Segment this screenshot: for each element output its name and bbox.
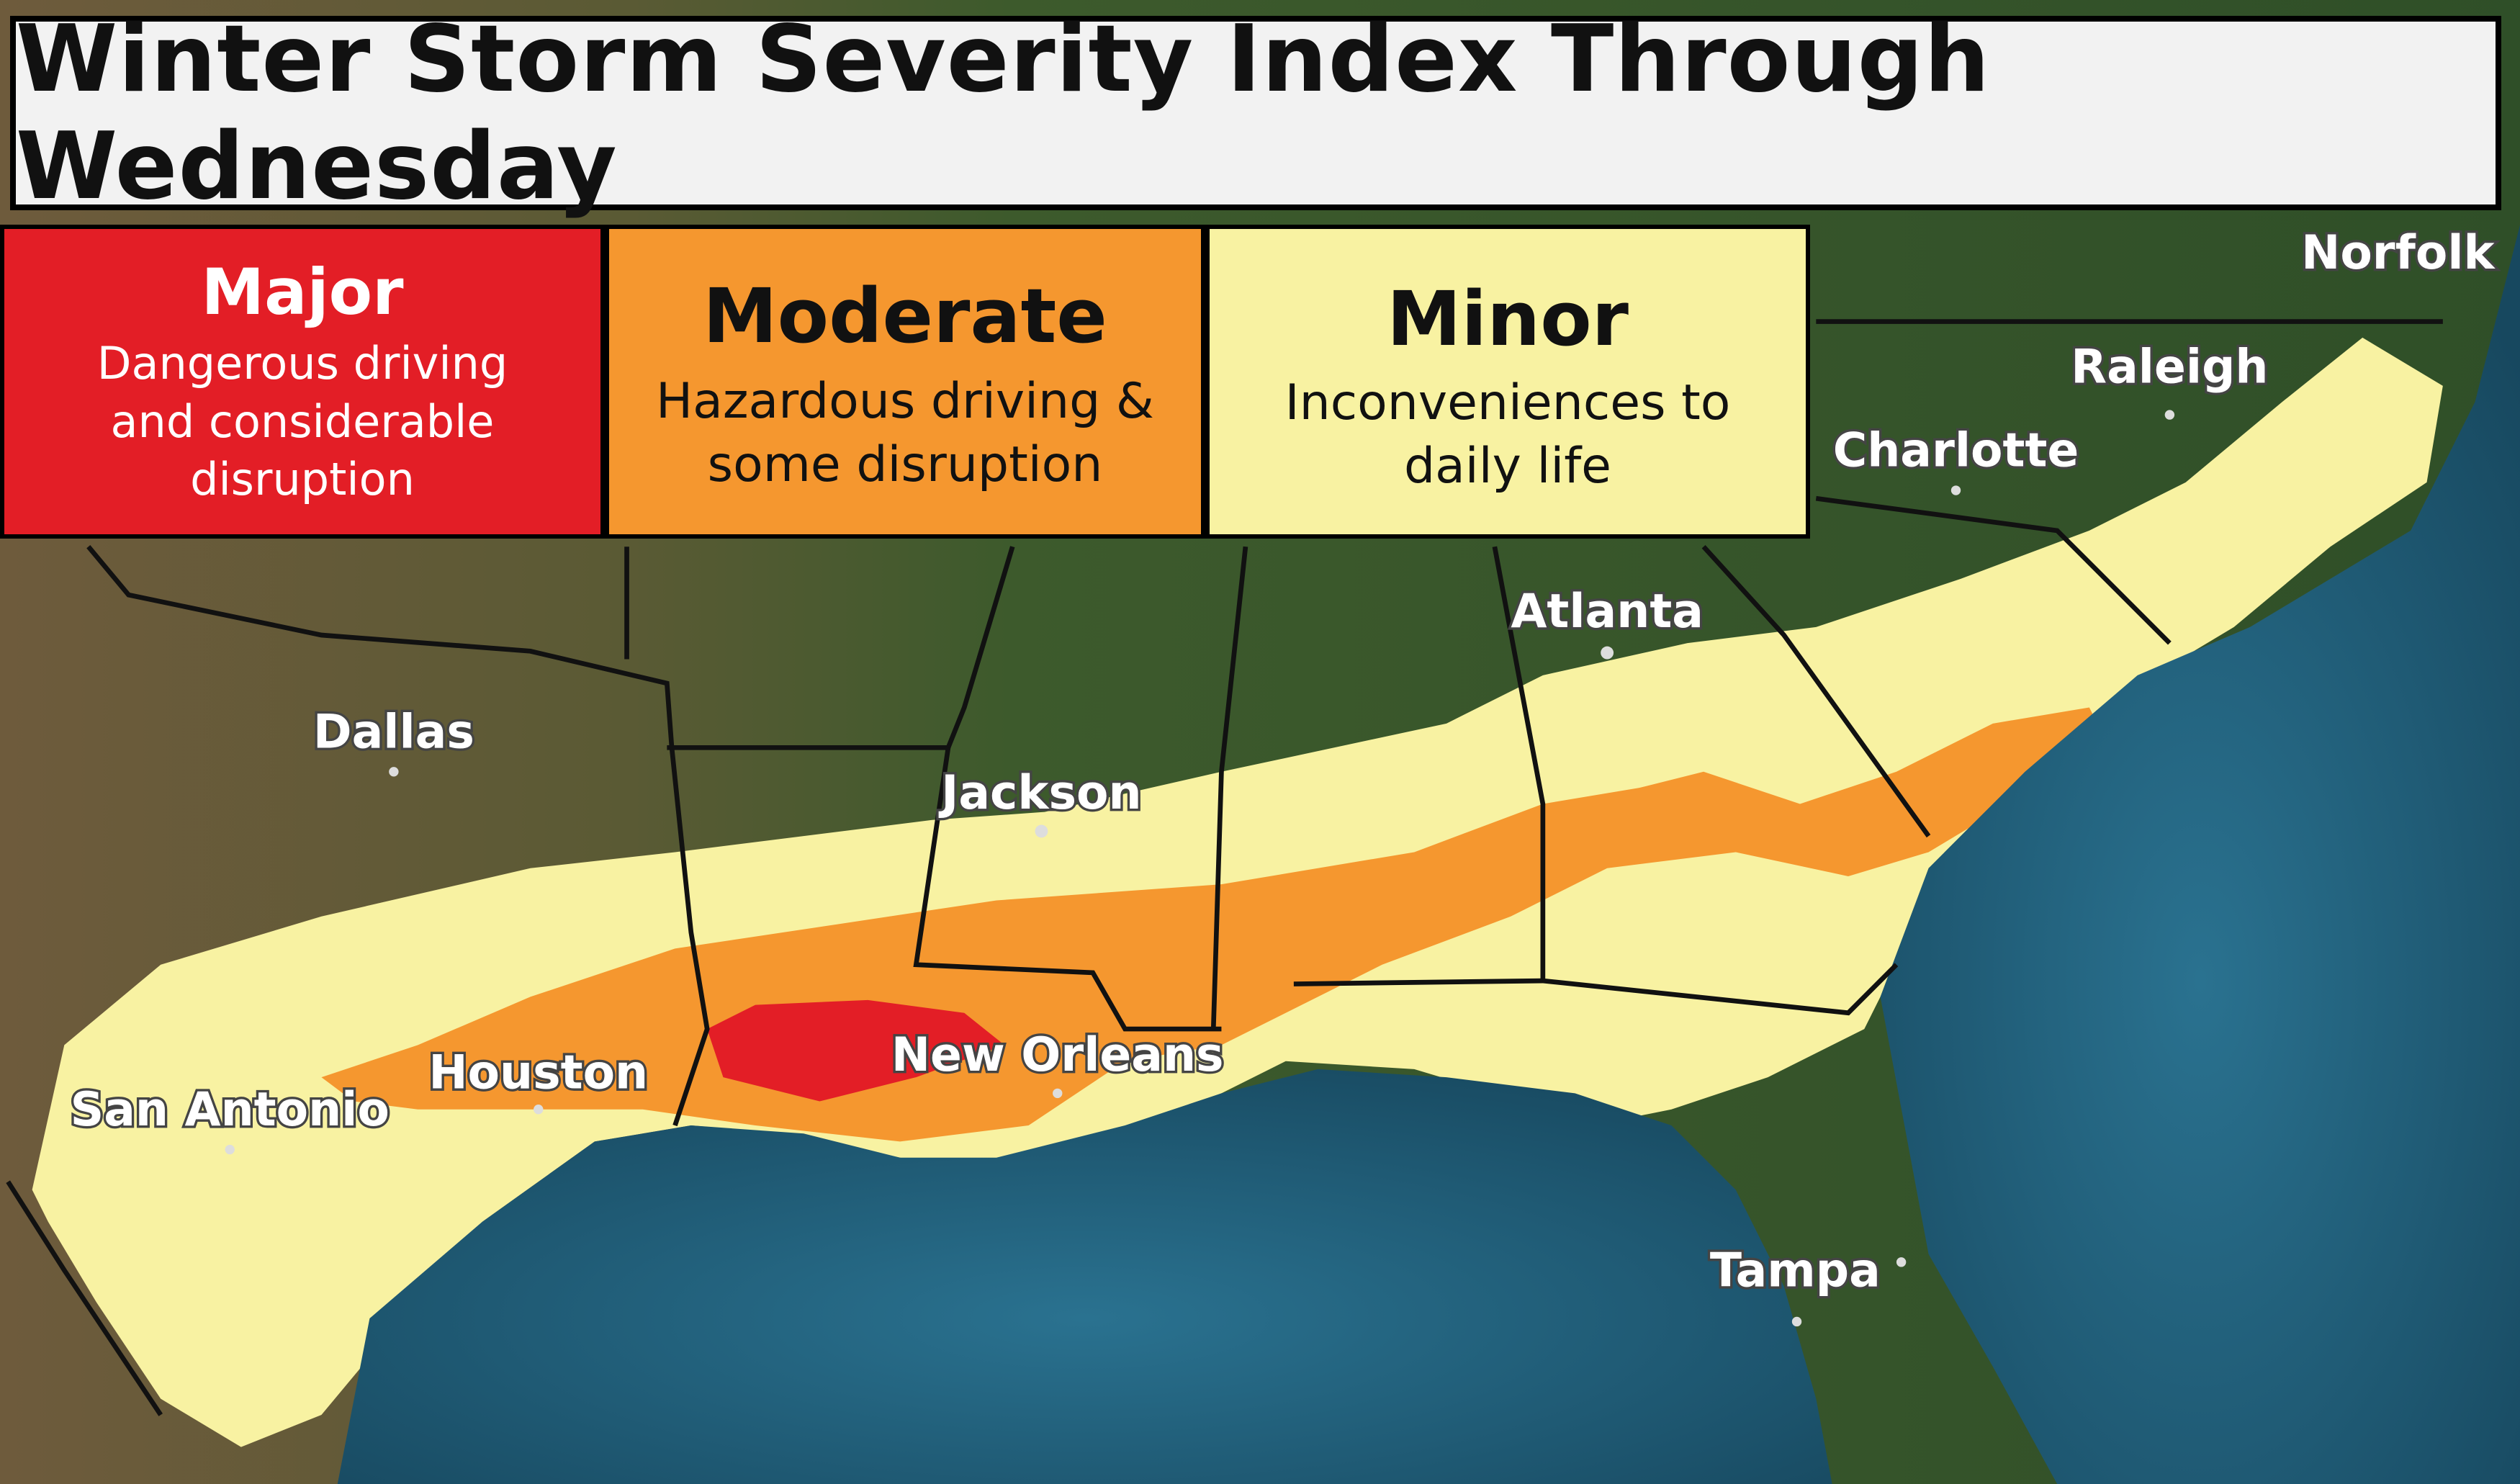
title-banner: Winter Storm Severity Index Through Wedn… xyxy=(10,6,2501,220)
city-dallas: Dallas xyxy=(313,705,474,759)
legend-minor-description: Inconveniences to daily life xyxy=(1284,374,1731,495)
city-labels: Norfolk Raleigh Charlotte Atlanta Dallas… xyxy=(68,224,2498,1300)
city-norfolk: Norfolk xyxy=(2301,226,2496,280)
major-impact-area xyxy=(707,999,1005,1102)
state-borders xyxy=(6,319,2443,1416)
city-atlanta: Atlanta xyxy=(1511,585,1704,639)
city-houston: Houston xyxy=(428,1046,648,1100)
legend-major: Major Dangerous driving and considerable… xyxy=(0,225,605,539)
city-charlotte: Charlotte xyxy=(1833,424,2079,478)
map-title: Winter Storm Severity Index Through Wedn… xyxy=(16,6,1991,220)
legend-moderate: Moderate Hazardous driving & some disrup… xyxy=(605,225,1205,539)
city-markers xyxy=(225,410,2175,1327)
gulf-of-mexico xyxy=(337,1069,1832,1484)
legend-minor-label: Minor xyxy=(1387,275,1629,363)
city-tampa: Tampa xyxy=(1710,1244,1881,1298)
legend-major-label: Major xyxy=(201,255,404,329)
city-san-antonio: San Antonio xyxy=(71,1083,390,1137)
legend-moderate-label: Moderate xyxy=(703,272,1107,360)
city-raleigh: Raleigh xyxy=(2071,340,2268,394)
city-jackson: Jackson xyxy=(938,766,1141,820)
atlantic-ocean xyxy=(1880,225,2520,1484)
city-new-orleans: New Orleans xyxy=(891,1028,1224,1082)
legend-minor: Minor Inconveniences to daily life xyxy=(1205,225,1810,539)
legend-major-description: Dangerous driving and considerable disru… xyxy=(96,337,508,506)
legend-moderate-description: Hazardous driving & some disruption xyxy=(656,373,1154,494)
